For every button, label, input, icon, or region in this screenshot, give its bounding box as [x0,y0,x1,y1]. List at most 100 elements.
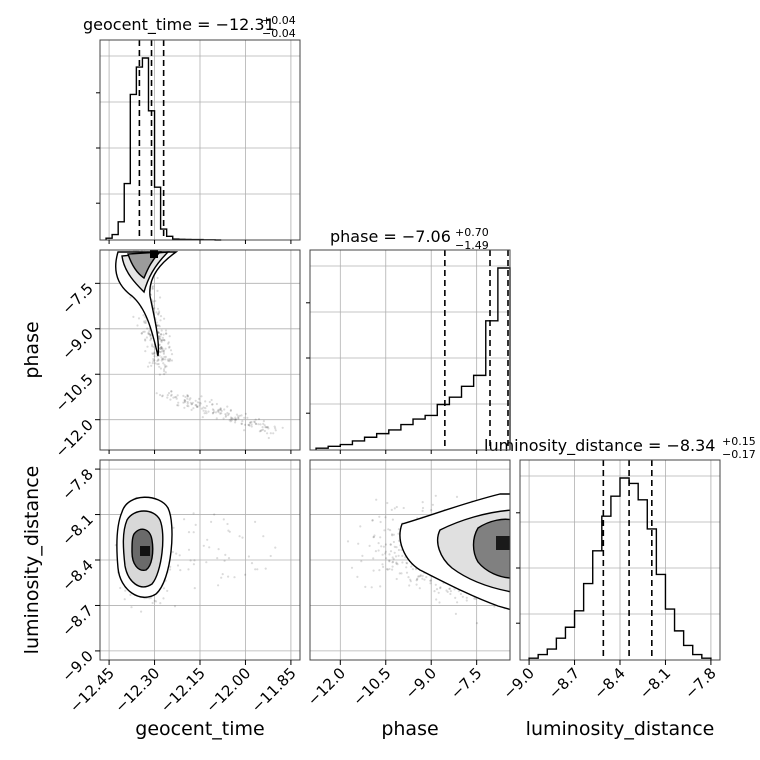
sample-point [221,573,224,576]
sample-point [208,400,211,404]
sample-point [151,352,154,355]
sample-point [156,276,159,280]
sample-point [189,397,192,400]
sample-point [421,506,425,510]
sample-point [176,404,179,407]
sample-point [143,321,146,324]
sample-point [381,563,384,566]
sample-point [162,333,165,336]
sample-point [183,399,186,402]
title-luminosity-distance: luminosity_distance = −8.34 +0.15 −0.17 [484,435,756,461]
y-tick-label: −7.5 [58,279,96,317]
sample-point [429,582,432,585]
density-peak [150,250,158,258]
sample-point [148,361,151,364]
sample-point [248,421,252,425]
sample-point [215,417,218,420]
sample-point [160,339,164,342]
sample-point [158,365,161,368]
sample-point [243,423,247,426]
sample-point [159,351,162,354]
sample-point [421,574,424,578]
sample-point [164,355,167,358]
sample-point [149,339,152,342]
sample-point [265,426,268,429]
sample-point [158,335,161,338]
title-luminosity-distance-minus: −0.17 [722,448,756,461]
sample-point [184,395,187,399]
sample-point [226,411,229,415]
sample-point [194,399,197,402]
sample-point [145,336,148,339]
sample-point [244,573,247,576]
sample-point [373,534,376,537]
sample-point [389,543,392,546]
sample-point [162,351,165,354]
panel-distance-vs-phase [309,459,511,661]
sample-point [200,407,203,410]
sample-point [156,312,160,315]
sample-point [170,359,174,362]
sample-point [375,498,378,501]
sample-point [129,296,132,299]
sample-point [156,307,160,310]
sample-point [262,535,265,538]
sample-point [391,556,394,559]
sample-point [392,557,395,561]
sample-point [156,289,159,292]
sample-point [267,436,270,440]
sample-point [389,543,392,546]
sample-point [261,428,265,431]
sample-point [159,602,162,605]
sample-point [448,587,451,591]
sample-point [419,574,422,577]
sample-point [425,576,428,579]
sample-point [166,589,169,593]
sample-point [160,359,163,362]
sample-point [171,550,174,554]
sample-point [240,422,243,426]
sample-point [263,424,266,427]
sample-point [206,538,209,541]
sample-point [374,550,377,553]
sample-point [361,554,364,558]
sample-point [429,579,432,582]
sample-point [246,416,249,419]
sample-point [454,612,457,616]
sample-point [265,426,269,429]
sample-point [123,598,126,601]
sample-point [136,324,139,327]
x-tick-label: −8.7 [545,664,583,702]
sample-point [155,392,158,395]
sample-point [243,416,246,419]
sample-point [247,555,250,558]
sample-point [143,330,146,333]
sample-point [195,405,198,408]
sample-point [177,401,180,404]
sample-point [167,341,170,344]
sample-point [192,531,195,534]
sample-point [151,285,154,288]
sample-point [224,413,227,416]
sample-point [158,373,161,376]
sample-point [201,416,204,419]
sample-point [406,562,409,565]
sample-point [164,347,167,350]
sample-point [372,535,375,539]
sample-point [198,401,201,404]
sample-point [350,566,354,569]
sample-point [391,565,394,568]
sample-point [160,346,163,349]
density-peak [140,546,150,556]
sample-point [224,553,227,557]
sample-point [408,584,411,587]
sample-point [119,586,122,590]
sample-point [384,543,387,546]
sample-point [433,590,436,593]
sample-point [195,404,198,407]
sample-point [162,349,165,352]
sample-point [213,513,216,516]
sample-point [176,394,179,397]
sample-point [437,591,440,594]
